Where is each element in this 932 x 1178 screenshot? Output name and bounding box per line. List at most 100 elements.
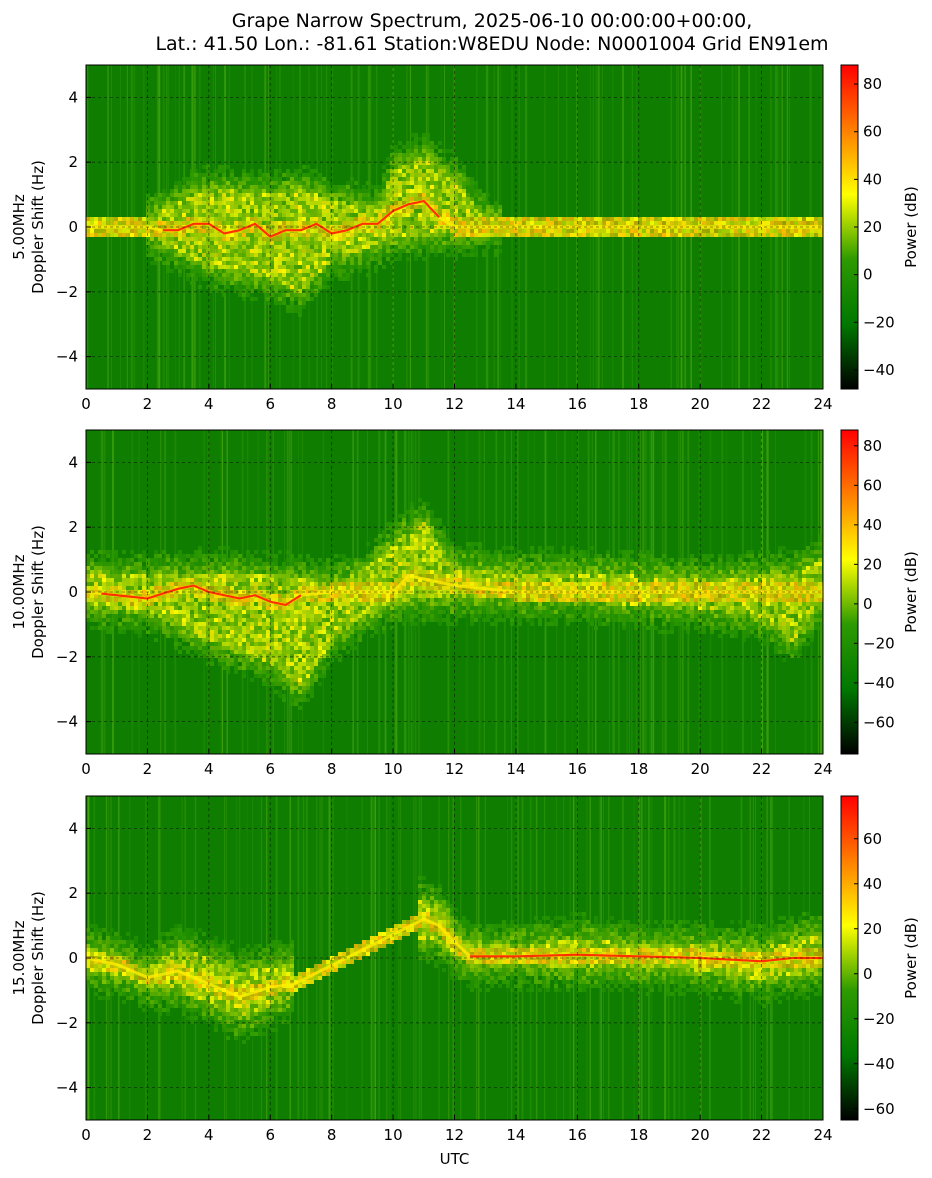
spectral-cell (458, 201, 462, 205)
spectral-cell (130, 578, 134, 582)
spectral-cell (306, 205, 310, 209)
spectral-cell (242, 245, 246, 249)
spectral-cell (114, 618, 118, 622)
spectral-cell (494, 213, 498, 217)
spectral-cell (666, 217, 670, 221)
spectral-cell (266, 634, 270, 638)
spectral-cell (378, 550, 382, 554)
spectral-cell (154, 574, 158, 578)
spectral-cell (430, 185, 434, 189)
spectral-cell (302, 678, 306, 682)
spectral-cell (142, 586, 146, 590)
spectral-cell (254, 582, 258, 586)
spectral-cell (186, 646, 190, 650)
spectral-cell (482, 253, 486, 257)
spectral-cell (290, 614, 294, 618)
spectral-cell (334, 606, 338, 610)
spectral-cell (218, 554, 222, 558)
spectral-cell (266, 626, 270, 630)
spectral-cell (206, 245, 210, 249)
spectral-cell (374, 630, 378, 634)
spectral-cell (274, 614, 278, 618)
spectral-cell (354, 566, 358, 570)
spectral-cell (118, 606, 122, 610)
spectral-cell (94, 626, 98, 630)
spectral-cell (298, 586, 302, 590)
spectral-cell (370, 241, 374, 245)
spectral-cell (230, 193, 234, 197)
spectral-cell (382, 626, 386, 630)
spectral-cell (274, 654, 278, 658)
spectral-cell (390, 213, 394, 217)
spectral-cell (154, 638, 158, 642)
spectral-cell (774, 217, 778, 221)
spectral-cell (286, 289, 290, 293)
spectral-cell (410, 169, 414, 173)
spectral-cell (90, 233, 94, 237)
spectral-cell (194, 554, 198, 558)
spectral-cell (170, 205, 174, 209)
spectral-cell (114, 614, 118, 618)
spectral-cell (190, 554, 194, 558)
spectral-cell (418, 149, 422, 153)
spectral-cell (266, 209, 270, 213)
spectral-cell (250, 666, 254, 670)
spectral-cell (338, 582, 342, 586)
spectral-cell (302, 177, 306, 181)
spectral-cell (278, 257, 282, 261)
spectral-cell (294, 618, 298, 622)
spectral-cell (374, 217, 378, 221)
spectral-cell (166, 618, 170, 622)
spectral-cell (754, 217, 758, 221)
spectral-cell (286, 189, 290, 193)
spectral-cell (218, 602, 222, 606)
spectral-cell (282, 658, 286, 662)
spectral-cell (130, 614, 134, 618)
spectral-cell (130, 570, 134, 574)
spectral-cell (186, 209, 190, 213)
spectral-cell (182, 622, 186, 626)
spectral-cell (202, 189, 206, 193)
spectral-cell (254, 610, 258, 614)
spectral-cell (378, 610, 382, 614)
spectral-cell (278, 614, 282, 618)
spectral-cell (378, 233, 382, 237)
spectral-cell (358, 213, 362, 217)
spectral-cell (430, 161, 434, 165)
spectral-cell (166, 554, 170, 558)
spectral-cell (350, 245, 354, 249)
spectral-cell (278, 233, 282, 237)
spectral-cell (286, 281, 290, 285)
spectral-cell (234, 269, 238, 273)
spectral-cell (246, 193, 250, 197)
spectral-cell (162, 237, 166, 241)
spectral-cell (402, 213, 406, 217)
spectral-cell (258, 574, 262, 578)
spectral-cell (478, 197, 482, 201)
spectral-cell (334, 265, 338, 269)
spectral-cell (258, 233, 262, 237)
spectral-cell (410, 149, 414, 153)
spectral-cell (250, 610, 254, 614)
spectral-cell (358, 253, 362, 257)
spectral-cell (246, 249, 250, 253)
spectral-cell (90, 626, 94, 630)
spectral-cell (390, 249, 394, 253)
spectral-cell (134, 582, 138, 586)
spectral-cell (362, 257, 366, 261)
spectral-cell (146, 201, 150, 205)
spectral-cell (258, 181, 262, 185)
spectral-cell (150, 610, 154, 614)
spectral-cell (418, 205, 422, 209)
spectral-cell (226, 273, 230, 277)
spectral-cell (266, 217, 270, 221)
spectral-cell (450, 253, 454, 257)
spectral-cell (234, 574, 238, 578)
spectral-cell (194, 566, 198, 570)
spectral-cell (346, 261, 350, 265)
spectral-cell (282, 201, 286, 205)
spectral-cell (286, 293, 290, 297)
spectral-cell (366, 554, 370, 558)
spectral-cell (686, 229, 690, 233)
spectral-cell (294, 558, 298, 562)
